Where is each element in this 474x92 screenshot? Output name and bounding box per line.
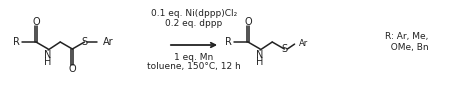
Text: O: O: [69, 64, 76, 74]
Text: N: N: [45, 50, 52, 60]
Text: R: R: [13, 37, 20, 47]
Text: O: O: [244, 17, 252, 27]
Text: N: N: [256, 50, 264, 60]
Text: Ar: Ar: [102, 37, 113, 47]
Text: O: O: [32, 17, 40, 27]
Text: Ar: Ar: [299, 39, 308, 48]
Text: 0.2 eq. dppp: 0.2 eq. dppp: [165, 20, 223, 29]
Text: 0.1 eq. Ni(dppp)Cl₂: 0.1 eq. Ni(dppp)Cl₂: [151, 9, 237, 18]
Text: S: S: [281, 44, 287, 54]
Text: toluene, 150°C, 12 h: toluene, 150°C, 12 h: [147, 62, 241, 71]
Text: R: Ar, Me,
  OMe, Bn: R: Ar, Me, OMe, Bn: [385, 32, 428, 52]
Text: H: H: [256, 57, 264, 67]
Text: 1 eq. Mn: 1 eq. Mn: [174, 53, 214, 61]
Text: S: S: [82, 37, 88, 47]
Text: R: R: [225, 37, 232, 47]
Text: H: H: [45, 57, 52, 67]
